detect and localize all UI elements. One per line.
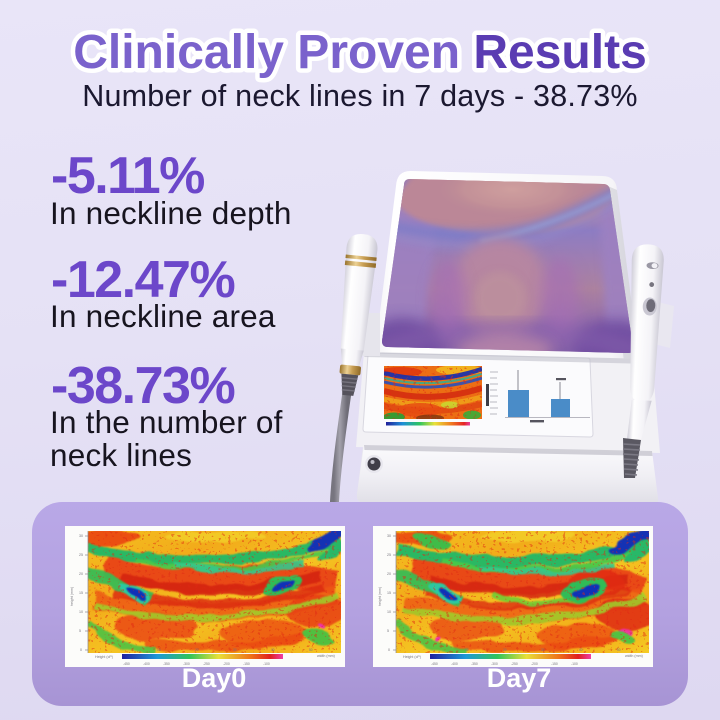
svg-text:-200: -200 [531, 662, 538, 666]
svg-text:-350: -350 [163, 662, 170, 666]
svg-text:-450: -450 [431, 662, 438, 666]
svg-text:-150: -150 [551, 662, 558, 666]
svg-text:5: 5 [387, 629, 389, 633]
svg-text:15: 15 [387, 591, 391, 595]
svg-text:10: 10 [79, 610, 83, 614]
svg-text:-200: -200 [223, 662, 230, 666]
svg-text:width (mm): width (mm) [317, 654, 335, 658]
svg-text:50: 50 [617, 648, 621, 652]
svg-text:height (mm): height (mm) [70, 587, 74, 606]
svg-text:10: 10 [157, 648, 161, 652]
svg-text:0: 0 [388, 648, 390, 652]
svg-text:20: 20 [503, 648, 507, 652]
svg-text:50: 50 [309, 648, 313, 652]
svg-text:15: 15 [79, 591, 83, 595]
svg-text:30: 30 [79, 534, 83, 538]
svg-text:0: 0 [80, 648, 82, 652]
svg-text:-400: -400 [143, 662, 150, 666]
svg-text:-350: -350 [471, 662, 478, 666]
svg-text:Clinically Proven Results: Clinically Proven Results [73, 26, 647, 79]
svg-text:20: 20 [195, 648, 199, 652]
svg-text:30: 30 [387, 534, 391, 538]
svg-text:-250: -250 [511, 662, 518, 666]
svg-text:20: 20 [79, 572, 83, 576]
svg-text:20: 20 [387, 572, 391, 576]
svg-text:-100: -100 [571, 662, 578, 666]
svg-text:30: 30 [541, 648, 545, 652]
svg-text:10: 10 [387, 610, 391, 614]
svg-text:40: 40 [579, 648, 583, 652]
svg-text:5: 5 [79, 629, 81, 633]
svg-text:40: 40 [271, 648, 275, 652]
svg-text:-300: -300 [183, 662, 190, 666]
svg-text:30: 30 [233, 648, 237, 652]
svg-text:Height (cP): Height (cP) [403, 655, 421, 659]
svg-text:-300: -300 [491, 662, 498, 666]
svg-text:25: 25 [387, 553, 391, 557]
svg-text:-100: -100 [263, 662, 270, 666]
svg-text:25: 25 [79, 553, 83, 557]
svg-text:-250: -250 [203, 662, 210, 666]
svg-text:height (mm): height (mm) [378, 587, 382, 606]
svg-text:-400: -400 [451, 662, 458, 666]
svg-text:Height (cP): Height (cP) [95, 655, 113, 659]
svg-text:10: 10 [465, 648, 469, 652]
svg-text:width (mm): width (mm) [625, 654, 643, 658]
svg-text:-450: -450 [123, 662, 130, 666]
svg-text:-150: -150 [243, 662, 250, 666]
